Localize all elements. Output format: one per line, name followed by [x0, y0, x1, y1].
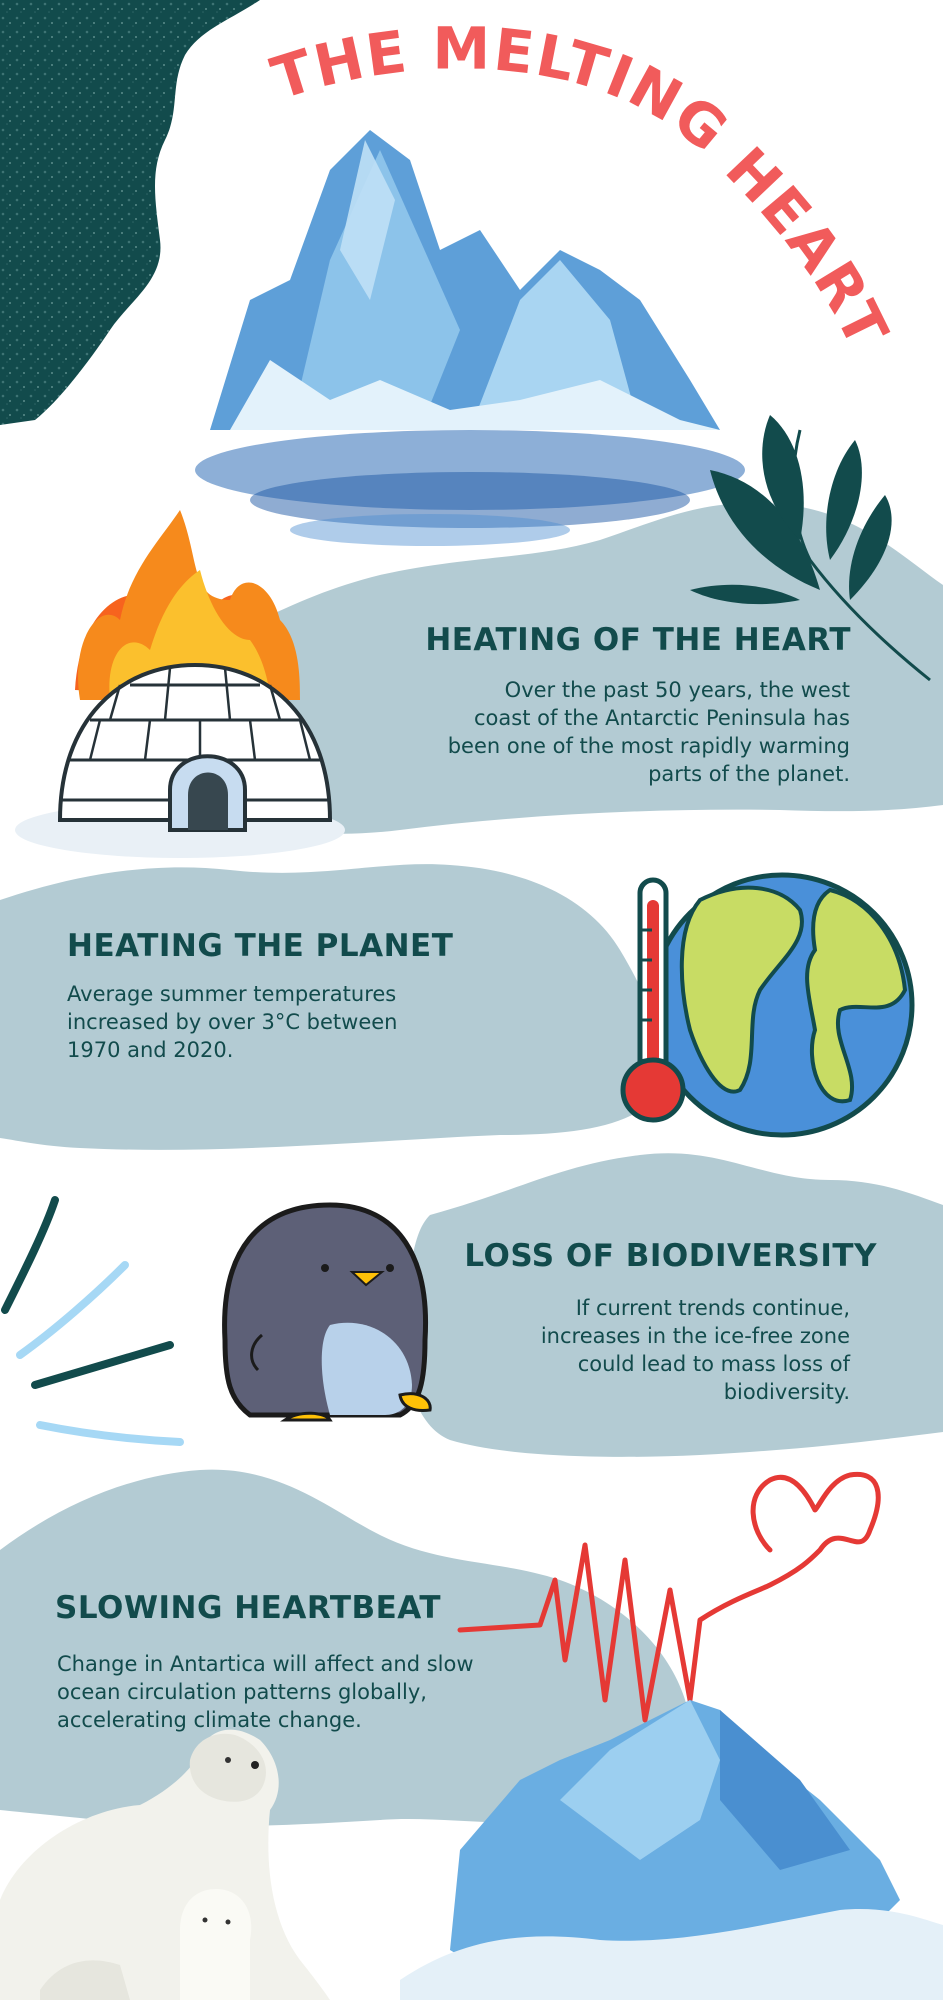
- ice-floe-illustration: [400, 1700, 943, 2000]
- text-line: If current trends continue,: [575, 1296, 850, 1320]
- blob-heating-planet: [0, 864, 663, 1150]
- blob-slowing-heartbeat: [0, 1469, 691, 1827]
- text-line: coast of the Antarctic Peninsula has: [474, 706, 850, 730]
- burning-igloo-icon: [15, 510, 345, 858]
- earth-globe-icon: [649, 872, 915, 1138]
- section-heading-slowing-heartbeat: SLOWING HEARTBEAT: [55, 1590, 442, 1626]
- section-heading-heating-heart: HEATING OF THE HEART: [425, 622, 851, 658]
- leaf-branch-icon: [690, 415, 931, 682]
- section-heading-heating-planet: HEATING THE PLANET: [67, 928, 454, 964]
- text-line: been one of the most rapidly warming: [447, 734, 850, 758]
- text-line: Average summer temperatures: [67, 982, 397, 1006]
- text-line: Change in Antartica will affect and slow: [57, 1652, 474, 1676]
- text-line: increased by over 3°C between: [67, 1010, 398, 1034]
- section-text-slowing-heartbeat: Change in Antartica will affect and slow…: [57, 1650, 527, 1734]
- texture-corner: [0, 0, 260, 425]
- text-line: could lead to mass loss of: [577, 1352, 850, 1376]
- thermometer-icon: [620, 877, 686, 1123]
- text-line: 1970 and 2020.: [67, 1038, 234, 1062]
- section-text-heating-heart: Over the past 50 years, the west coast o…: [390, 676, 850, 788]
- iceberg-illustration: [195, 130, 745, 546]
- text-line: increases in the ice-free zone: [540, 1324, 850, 1348]
- blob-biodiversity: [402, 1153, 943, 1457]
- polar-bear-illustration: [0, 1729, 330, 2000]
- penguin-icon: [222, 1202, 432, 1422]
- text-line: Over the past 50 years, the west: [504, 678, 850, 702]
- section-text-heating-planet: Average summer temperatures increased by…: [67, 980, 487, 1064]
- text-line: accelerating climate change.: [57, 1708, 362, 1732]
- text-line: ocean circulation patterns globally,: [57, 1680, 427, 1704]
- penguin-group: [1, 1196, 432, 1446]
- section-text-biodiversity: If current trends continue, increases in…: [450, 1294, 850, 1406]
- blob-heating-heart: [193, 502, 943, 834]
- motion-lines-icon: [1, 1196, 184, 1446]
- text-line: biodiversity.: [723, 1380, 850, 1404]
- section-heading-biodiversity: LOSS OF BIODIVERSITY: [464, 1238, 877, 1274]
- thermometer-globe-group: [620, 872, 915, 1138]
- text-line: parts of the planet.: [648, 762, 850, 786]
- heartbeat-line-icon: [457, 1471, 881, 1723]
